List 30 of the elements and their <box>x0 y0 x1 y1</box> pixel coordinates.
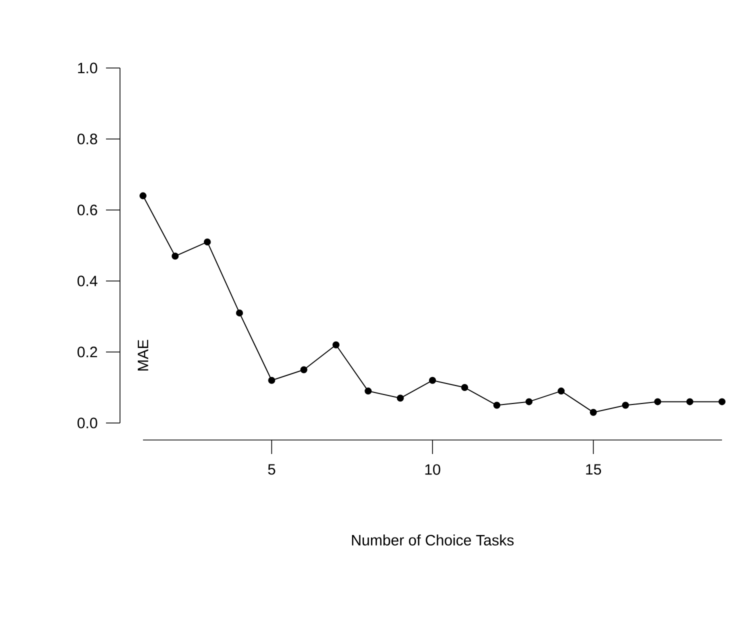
point <box>429 376 436 384</box>
y-axis-title: MAE <box>138 340 148 371</box>
x-tick-label: 15 <box>586 464 602 475</box>
point <box>140 192 147 200</box>
point <box>526 398 533 406</box>
point <box>236 309 244 316</box>
point <box>622 402 630 409</box>
point <box>172 252 179 260</box>
point <box>718 398 726 406</box>
point <box>493 402 500 409</box>
point <box>654 398 662 406</box>
point <box>204 238 211 246</box>
x-axis-title: Number of Choice Tasks <box>352 534 514 546</box>
point <box>558 388 565 395</box>
point <box>686 398 694 406</box>
x-tick-label: 10 <box>425 464 440 475</box>
y-tick-label: 0.2 <box>78 346 98 358</box>
point <box>364 388 372 395</box>
point <box>300 366 308 374</box>
point <box>590 408 597 416</box>
y-tick-label: 1.0 <box>78 62 98 74</box>
y-tick-label: 0.8 <box>78 134 98 144</box>
x-tick-label: 5 <box>268 464 276 475</box>
point <box>268 376 276 384</box>
y-tick-label: 0.6 <box>78 204 98 216</box>
point <box>332 341 340 348</box>
y-tick-label: 0.0 <box>78 418 98 428</box>
y-tick-label: 0.4 <box>78 276 98 286</box>
point <box>396 394 404 402</box>
point <box>461 384 468 391</box>
